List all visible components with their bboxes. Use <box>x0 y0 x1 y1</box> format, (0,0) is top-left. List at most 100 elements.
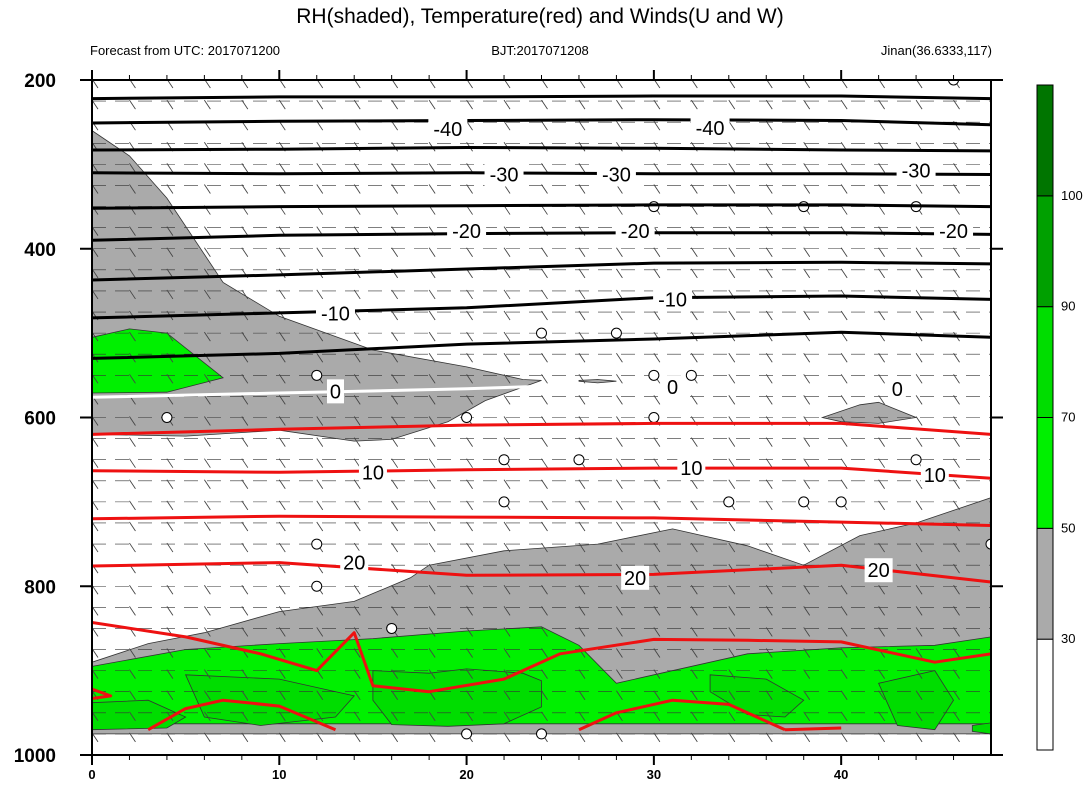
wind-barb <box>765 184 773 194</box>
rh-shading <box>92 130 991 735</box>
wind-barb <box>466 563 473 574</box>
wind-barb <box>578 542 586 553</box>
wind-barb <box>166 500 174 511</box>
wind-barb <box>129 732 136 743</box>
wind-barb <box>578 99 586 110</box>
wind-barb <box>278 247 286 257</box>
wind-barb <box>353 163 361 173</box>
wind-barb <box>953 99 960 110</box>
wind-barb <box>466 395 473 405</box>
wind-barb <box>353 585 361 595</box>
wind-barb <box>578 247 586 257</box>
wind-barb <box>541 310 548 321</box>
wind-barb <box>578 669 586 679</box>
wind-barb <box>803 184 811 194</box>
wind-barb <box>653 711 661 722</box>
contour-label-bg <box>428 116 468 141</box>
rh-region-50-70 <box>92 328 224 394</box>
wind-barb <box>428 331 436 342</box>
wind-barb <box>166 184 174 194</box>
wind-barb <box>616 247 623 257</box>
wind-barb <box>503 690 511 700</box>
wind-barb <box>204 437 211 447</box>
wind-barb <box>428 500 436 511</box>
colorbar-box <box>1036 527 1054 640</box>
wind-barb <box>690 310 698 321</box>
contour-label: -20 <box>939 221 968 243</box>
wind-barb <box>728 690 736 700</box>
wind-barb <box>728 732 736 743</box>
wind-barb <box>690 226 698 236</box>
wind-barb <box>428 627 436 637</box>
wind-barb <box>616 310 623 321</box>
wind-barb <box>391 310 399 321</box>
wind-barb <box>166 669 174 679</box>
wind-barb <box>915 184 923 194</box>
wind-barb <box>915 606 923 616</box>
isotherm--10 <box>92 294 991 320</box>
wind-barb <box>316 732 324 743</box>
isotherm-10 <box>92 466 991 480</box>
x-tick-label: 40 <box>834 767 848 782</box>
wind-barb <box>578 437 586 447</box>
wind-barb <box>241 184 249 194</box>
wind-barb <box>503 563 511 574</box>
wind-barb <box>428 585 436 595</box>
wind-barb <box>166 732 174 743</box>
wind-barb <box>428 184 436 194</box>
contour-label: -20 <box>452 221 481 243</box>
wind-barb <box>278 606 286 616</box>
wind-barb <box>803 99 811 110</box>
wind-barb <box>840 479 848 490</box>
wind-barb <box>765 669 773 679</box>
wind-barb <box>803 437 811 447</box>
wind-barb <box>878 395 885 405</box>
isotherm--10 <box>92 330 991 360</box>
wind-barb <box>690 163 698 173</box>
wind-barb <box>803 521 811 532</box>
contour-label-bg <box>621 565 650 590</box>
wind-barb <box>316 331 324 342</box>
wind-barb <box>353 627 361 637</box>
contour-label: 0 <box>667 377 678 399</box>
wind-barb <box>840 542 848 553</box>
wind-barb <box>503 585 511 595</box>
wind-barb <box>653 310 661 321</box>
wind-barb <box>765 500 773 511</box>
calm-marker <box>985 538 991 550</box>
station-label: Jinan(36.6333,117) <box>881 43 992 58</box>
wind-barb <box>878 437 885 447</box>
wind-barb <box>204 289 211 300</box>
wind-barb <box>129 711 136 722</box>
wind-barb <box>166 690 174 700</box>
wind-barb <box>316 500 324 511</box>
wind-barb <box>803 606 811 616</box>
wind-barb <box>915 416 923 426</box>
wind-barb <box>166 606 174 616</box>
wind-barb <box>690 247 698 257</box>
wind-barb <box>765 205 773 215</box>
wind-barb <box>653 184 661 194</box>
wind-barb <box>728 374 736 384</box>
y-tick-label: 600 <box>24 409 56 430</box>
wind-barb <box>316 416 324 426</box>
wind-barb <box>466 606 473 616</box>
wind-barb <box>129 437 136 447</box>
wind-barb <box>878 542 885 553</box>
wind-barb <box>653 352 661 363</box>
colorbar-label: 90 <box>1061 299 1075 314</box>
wind-barb <box>840 374 848 384</box>
wind-barb <box>503 732 511 743</box>
wind-barb <box>278 479 286 490</box>
wind-barb <box>578 120 586 131</box>
wind-barb <box>129 606 136 616</box>
wind-barb <box>278 648 286 658</box>
wind-barb <box>690 648 698 658</box>
wind-barb <box>690 669 698 679</box>
wind-barb <box>915 395 923 405</box>
contour-label-bg <box>690 116 730 141</box>
wind-barb <box>353 711 361 722</box>
wind-barb <box>541 711 548 722</box>
wind-barb <box>391 711 399 722</box>
wind-barb <box>803 247 811 257</box>
